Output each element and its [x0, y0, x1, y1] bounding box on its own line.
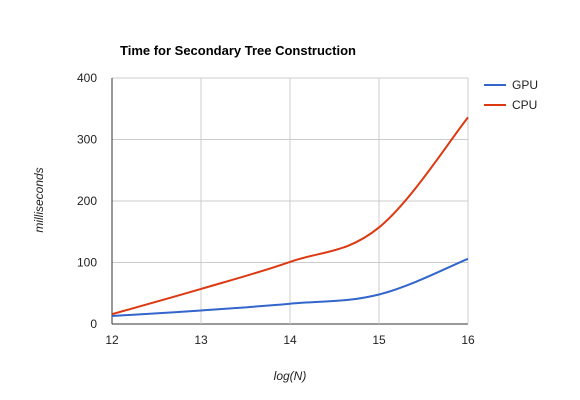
y-tick-label: 300 [77, 133, 97, 147]
series-line-cpu [111, 116, 469, 316]
legend-label-cpu: CPU [512, 98, 537, 112]
series-line-gpu [111, 257, 469, 318]
y-tick-label: 400 [77, 71, 97, 85]
chart-title: Time for Secondary Tree Construction [120, 43, 356, 58]
y-tick-labels: 0 100 200 300 400 [77, 71, 97, 331]
x-tick-label: 13 [194, 333, 208, 347]
x-axis-label: log(N) [274, 369, 307, 383]
series-lines [111, 116, 469, 318]
legend-label-gpu: GPU [512, 78, 538, 92]
y-tick-label: 100 [77, 256, 97, 270]
grid-lines [111, 77, 469, 325]
x-tick-label: 12 [105, 333, 119, 347]
x-tick-labels: 12 13 14 15 16 [105, 333, 475, 347]
x-tick-label: 16 [461, 333, 475, 347]
y-axis-label: milliseconds [32, 167, 46, 232]
legend: GPU CPU [484, 78, 538, 112]
y-tick-label: 0 [90, 317, 97, 331]
x-tick-label: 15 [372, 333, 386, 347]
y-tick-label: 200 [77, 194, 97, 208]
x-tick-label: 14 [283, 333, 297, 347]
